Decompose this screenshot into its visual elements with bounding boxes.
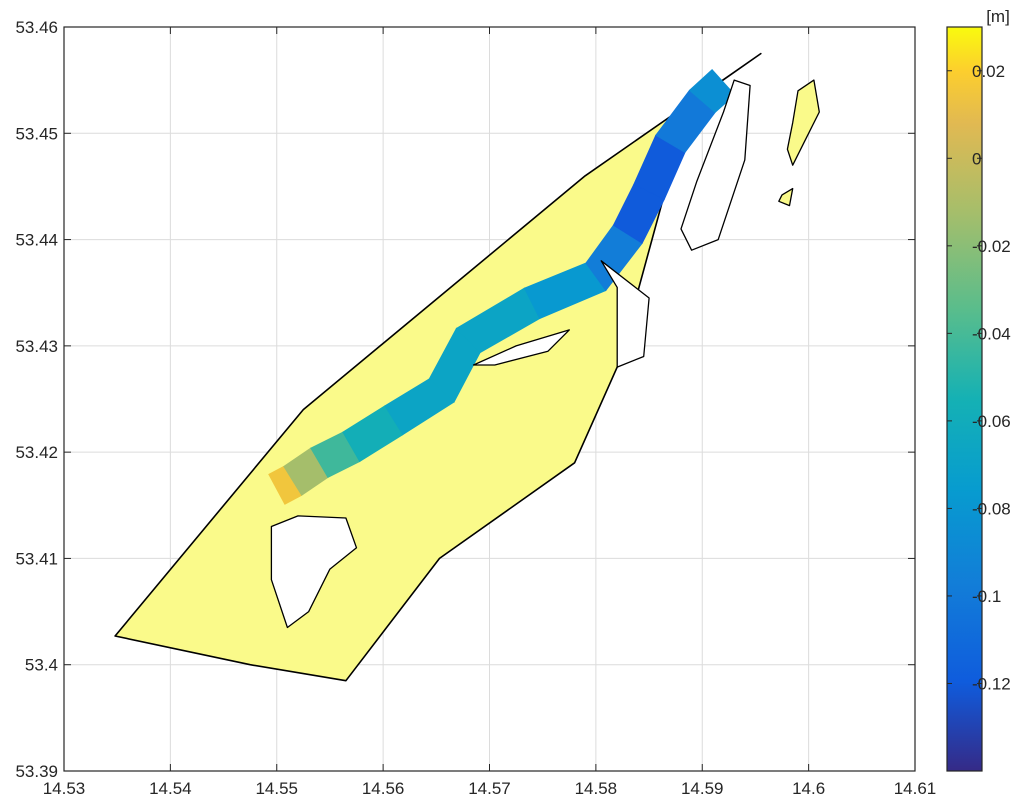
colorbar-tick-label: -0.12: [972, 674, 1011, 693]
x-tick-label: 14.58: [575, 779, 618, 798]
colorbar-unit-label: [m]: [986, 7, 1010, 26]
x-tick-label: 14.61: [894, 779, 937, 798]
colorbar-tick-label: -0.04: [972, 324, 1011, 343]
y-tick-labels: 53.39 53.4 53.41 53.42 53.43 53.44 53.45 53.46: [15, 18, 58, 781]
colorbar-tick-label: -0.06: [972, 412, 1011, 431]
y-tick-label: 53.46: [15, 18, 58, 37]
y-tick-label: 53.41: [15, 549, 58, 568]
x-tick-label: 14.6: [792, 779, 825, 798]
colorbar-tick-label: -0.08: [972, 499, 1011, 518]
y-tick-label: 53.44: [15, 231, 58, 250]
y-tick-label: 53.42: [15, 443, 58, 462]
colorbar-tick-label: 0.02: [972, 62, 1005, 81]
small-island-polygon: [779, 189, 793, 206]
x-tick-label: 14.54: [149, 779, 192, 798]
y-tick-label: 53.45: [15, 124, 58, 143]
colorbar-tick-label: 0: [972, 149, 981, 168]
x-tick-label: 14.56: [362, 779, 405, 798]
y-tick-label: 53.43: [15, 337, 58, 356]
x-tick-label: 14.55: [255, 779, 298, 798]
model-domain: [115, 54, 819, 681]
x-tick-label: 14.53: [43, 779, 86, 798]
y-tick-label: 53.39: [15, 762, 58, 781]
side-island-polygon: [787, 80, 819, 165]
colorbar-tick-label: -0.1: [972, 587, 1001, 606]
colorbar-gradient: [947, 27, 982, 771]
x-tick-labels: 14.53 14.54 14.55 14.56 14.57 14.58 14.59 14.6 1…: [43, 779, 937, 798]
y-tick-label: 53.4: [25, 656, 58, 675]
colorbar: 0.02 0 -0.02 -0.04 -0.06 -0.08 -0.1 -0.12: [947, 27, 1011, 771]
colorbar-tick-label: -0.02: [972, 237, 1011, 256]
x-tick-label: 14.57: [468, 779, 511, 798]
x-tick-label: 14.59: [681, 779, 724, 798]
